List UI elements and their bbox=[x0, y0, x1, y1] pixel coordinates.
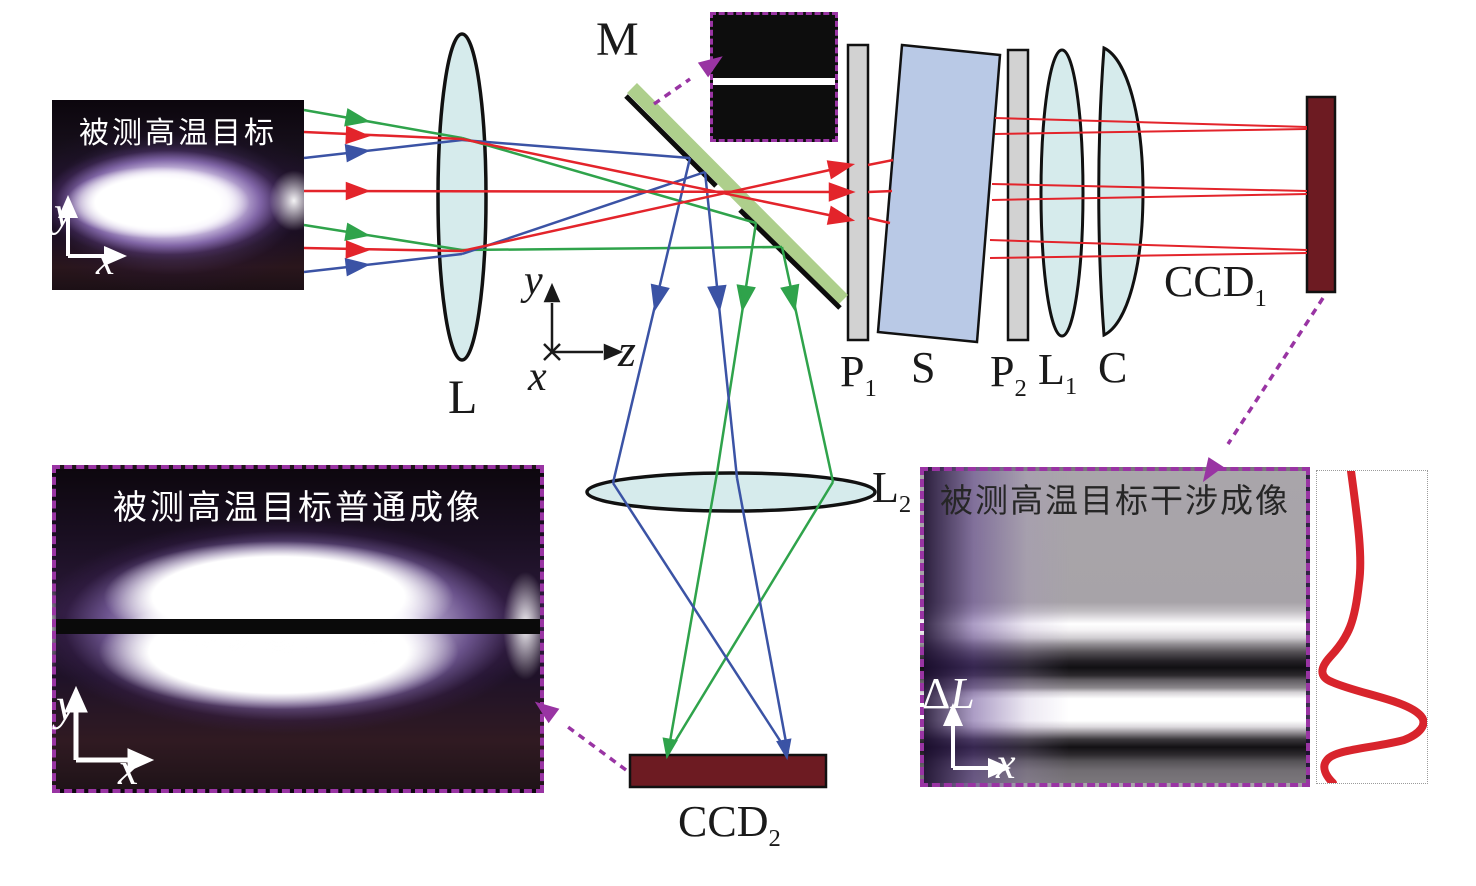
target-photo bbox=[52, 100, 304, 290]
mirror-slit-inset bbox=[710, 12, 838, 142]
lens1-label: L1 bbox=[1038, 345, 1078, 400]
compensator-shape bbox=[1097, 45, 1145, 338]
ccd1-label: CCD1 bbox=[1164, 257, 1267, 312]
target-photo-title: 被测高温目标 bbox=[79, 117, 277, 150]
arrow-ccd1-to-interference bbox=[1226, 297, 1325, 445]
ordinary-imaging-photo bbox=[52, 465, 544, 793]
arrow-ccd2-to-ordinary bbox=[566, 725, 628, 772]
main-lens-shape bbox=[436, 32, 488, 362]
ccd1-sensor bbox=[1305, 95, 1337, 294]
occluder-bar bbox=[56, 619, 540, 634]
ccd2-label: CCD2 bbox=[678, 797, 781, 852]
mirror-label: M bbox=[596, 13, 639, 66]
ordinary-photo-title: 被测高温目标普通成像 bbox=[113, 489, 483, 527]
interference-axis-dl-label: ΔL bbox=[922, 669, 975, 718]
intensity-profile-curve bbox=[1318, 467, 1428, 787]
interference-photo-title: 被测高温目标干涉成像 bbox=[940, 482, 1290, 519]
center-axis-x-label: x bbox=[528, 354, 547, 400]
mirror-edge-upper bbox=[624, 94, 718, 188]
interference-axis-x-label: x bbox=[996, 739, 1016, 788]
polarizer2-label: P2 bbox=[990, 347, 1027, 402]
sample-label: S bbox=[911, 343, 936, 392]
lens2-shape bbox=[585, 471, 877, 513]
sample-plate bbox=[876, 43, 1002, 344]
target-axis-x-label: x bbox=[96, 238, 115, 284]
intensity-profile-box bbox=[1316, 467, 1428, 787]
target-axis-y-label: y bbox=[54, 190, 73, 236]
lens1-shape bbox=[1039, 48, 1085, 338]
main-lens-label: L bbox=[448, 371, 478, 424]
polarizer1-plate bbox=[846, 43, 870, 342]
mirror-slit-line bbox=[713, 78, 835, 85]
polarizer1-label: P1 bbox=[840, 347, 877, 402]
mirror-edge-lower bbox=[738, 208, 842, 310]
center-axis-y-label: y bbox=[524, 258, 543, 304]
polarizer2-plate bbox=[1006, 48, 1030, 342]
ordinary-axis-x-label: x bbox=[118, 743, 139, 794]
center-axis-z-label: z bbox=[618, 325, 636, 376]
arrow-mirror-to-inset bbox=[653, 77, 691, 106]
center-coordinate-frame bbox=[543, 282, 624, 361]
interference-imaging-photo bbox=[920, 467, 1310, 787]
red-profile-curve bbox=[1318, 467, 1428, 787]
ordinary-axis-y-label: y bbox=[56, 679, 77, 730]
ccd2-sensor bbox=[628, 753, 828, 789]
lens2-label: L2 bbox=[872, 463, 912, 518]
compensator-label: C bbox=[1098, 343, 1128, 392]
